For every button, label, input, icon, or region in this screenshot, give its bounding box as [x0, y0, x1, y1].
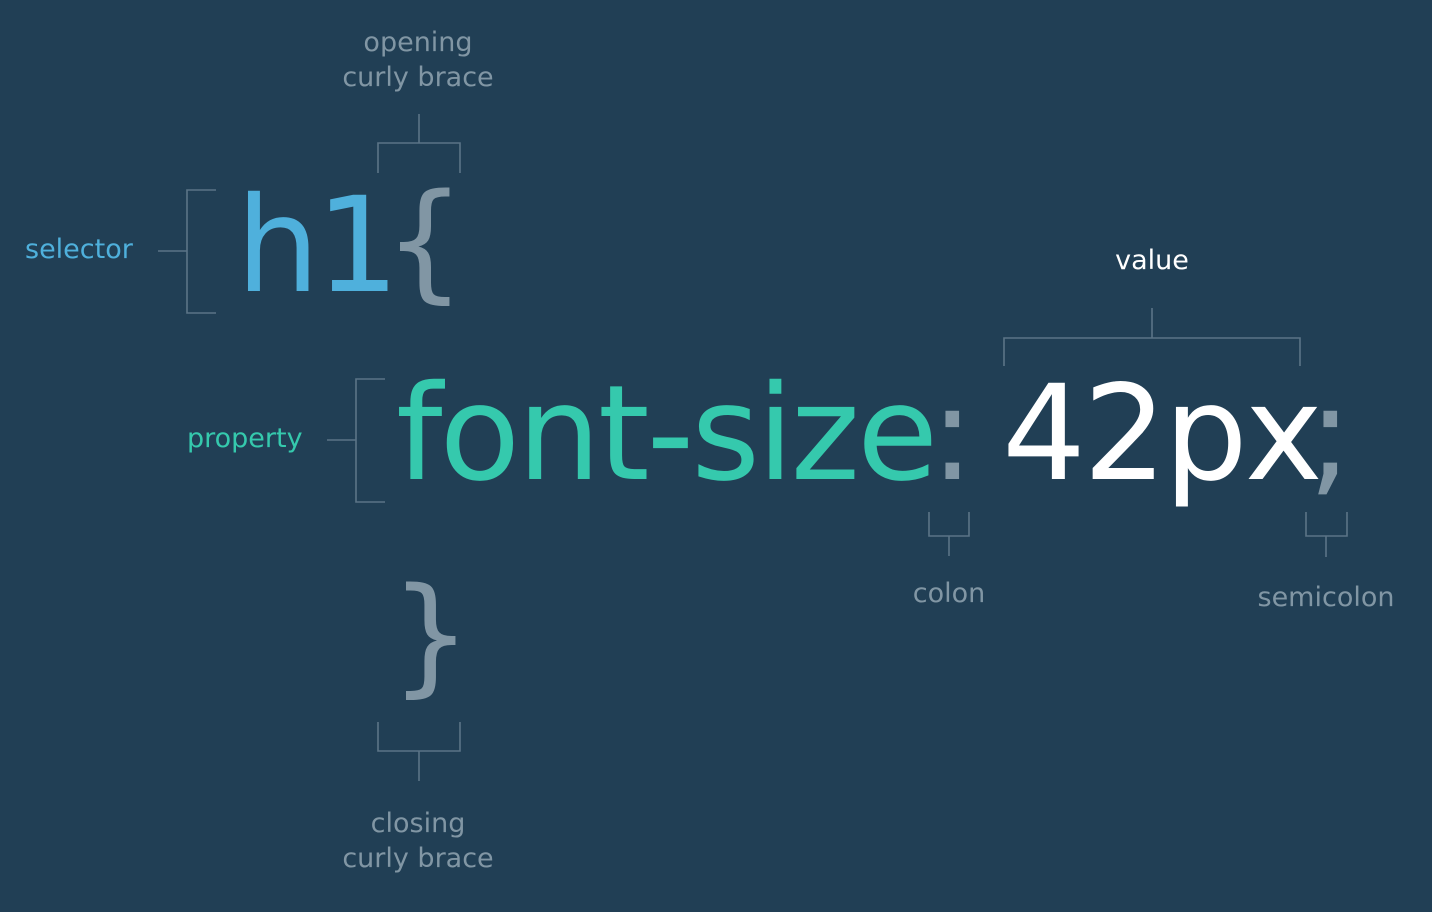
- open-brace-token: {: [384, 167, 466, 316]
- value-bracket: [1003, 337, 1301, 366]
- closing-brace-bracket: [377, 722, 461, 752]
- selector-label: selector: [25, 234, 133, 265]
- property-token: font-size: [396, 357, 938, 511]
- semicolon-label: semicolon: [1257, 582, 1395, 613]
- semicolon-token: ;: [1308, 357, 1353, 511]
- opening-brace-label-line2: curly brace: [342, 62, 494, 93]
- closing-brace-label-line2: curly brace: [342, 843, 494, 874]
- colon-token: :: [930, 357, 975, 511]
- property-bracket: [355, 378, 385, 503]
- value-label: value: [1115, 245, 1189, 276]
- property-label: property: [187, 423, 303, 454]
- closing-brace-label: closing curly brace: [318, 806, 518, 876]
- semicolon-bracket: [1305, 512, 1348, 537]
- colon-bracket: [928, 512, 970, 537]
- close-brace-token: }: [390, 561, 472, 710]
- opening-brace-label-line1: opening: [363, 27, 473, 58]
- selector-bracket: [186, 189, 216, 314]
- selector-token: h1: [236, 169, 400, 323]
- closing-brace-label-line1: closing: [370, 808, 466, 839]
- opening-brace-bracket: [377, 142, 461, 173]
- value-token: 42px: [1002, 357, 1323, 511]
- opening-brace-label: opening curly brace: [318, 25, 518, 95]
- colon-label: colon: [912, 578, 986, 609]
